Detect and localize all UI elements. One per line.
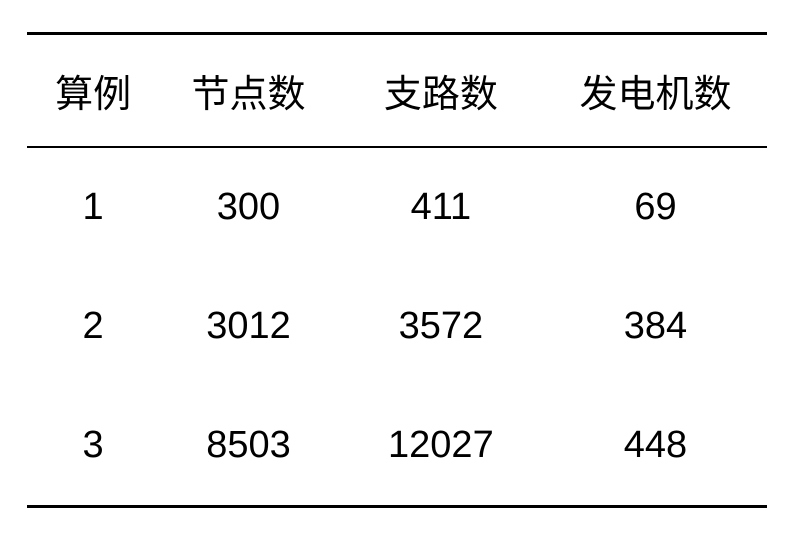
table-row: 3 8503 12027 448 — [27, 386, 767, 507]
cell-branches: 411 — [337, 147, 544, 267]
cell-nodes: 300 — [160, 147, 338, 267]
data-table-container: 算例 节点数 支路数 发电机数 1 300 411 69 2 3012 3572… — [27, 32, 767, 508]
cell-branches: 12027 — [337, 386, 544, 507]
cell-case: 2 — [27, 267, 160, 386]
data-table: 算例 节点数 支路数 发电机数 1 300 411 69 2 3012 3572… — [27, 32, 767, 508]
cell-generators: 384 — [544, 267, 766, 386]
table-row: 1 300 411 69 — [27, 147, 767, 267]
table-header-row: 算例 节点数 支路数 发电机数 — [27, 33, 767, 147]
column-header-branches: 支路数 — [337, 33, 544, 147]
column-header-generators: 发电机数 — [544, 33, 766, 147]
table-row: 2 3012 3572 384 — [27, 267, 767, 386]
column-header-nodes: 节点数 — [160, 33, 338, 147]
column-header-case: 算例 — [27, 33, 160, 147]
cell-generators: 69 — [544, 147, 766, 267]
cell-case: 3 — [27, 386, 160, 507]
cell-nodes: 3012 — [160, 267, 338, 386]
cell-generators: 448 — [544, 386, 766, 507]
cell-branches: 3572 — [337, 267, 544, 386]
cell-case: 1 — [27, 147, 160, 267]
cell-nodes: 8503 — [160, 386, 338, 507]
